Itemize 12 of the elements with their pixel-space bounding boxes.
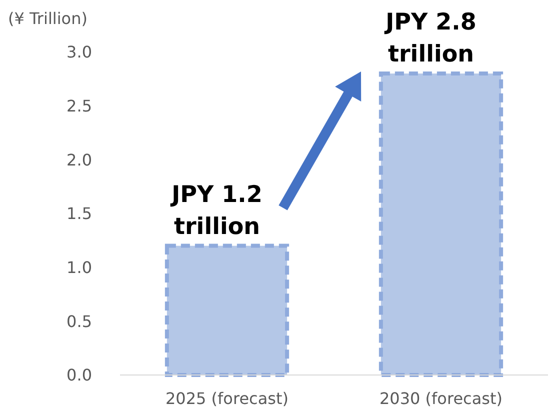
y-tick-label: 0.5: [66, 312, 92, 331]
y-tick-label: 1.5: [66, 204, 92, 224]
data-label: JPY 1.2 trillion: [170, 182, 262, 240]
y-tick-label: 3.0: [66, 42, 92, 62]
y-axis-title: (¥ Trillion): [8, 9, 88, 28]
y-tick-label: 1.0: [66, 258, 92, 277]
x-tick-label: 2030 (forecast): [380, 389, 502, 408]
x-tick-label: 2025 (forecast): [166, 389, 288, 408]
y-tick-label: 2.5: [66, 96, 92, 116]
y-tick-label: 0.0: [66, 366, 92, 385]
data-label: JPY 2.8 trillion: [384, 10, 476, 68]
y-tick-label: 2.0: [66, 150, 92, 170]
